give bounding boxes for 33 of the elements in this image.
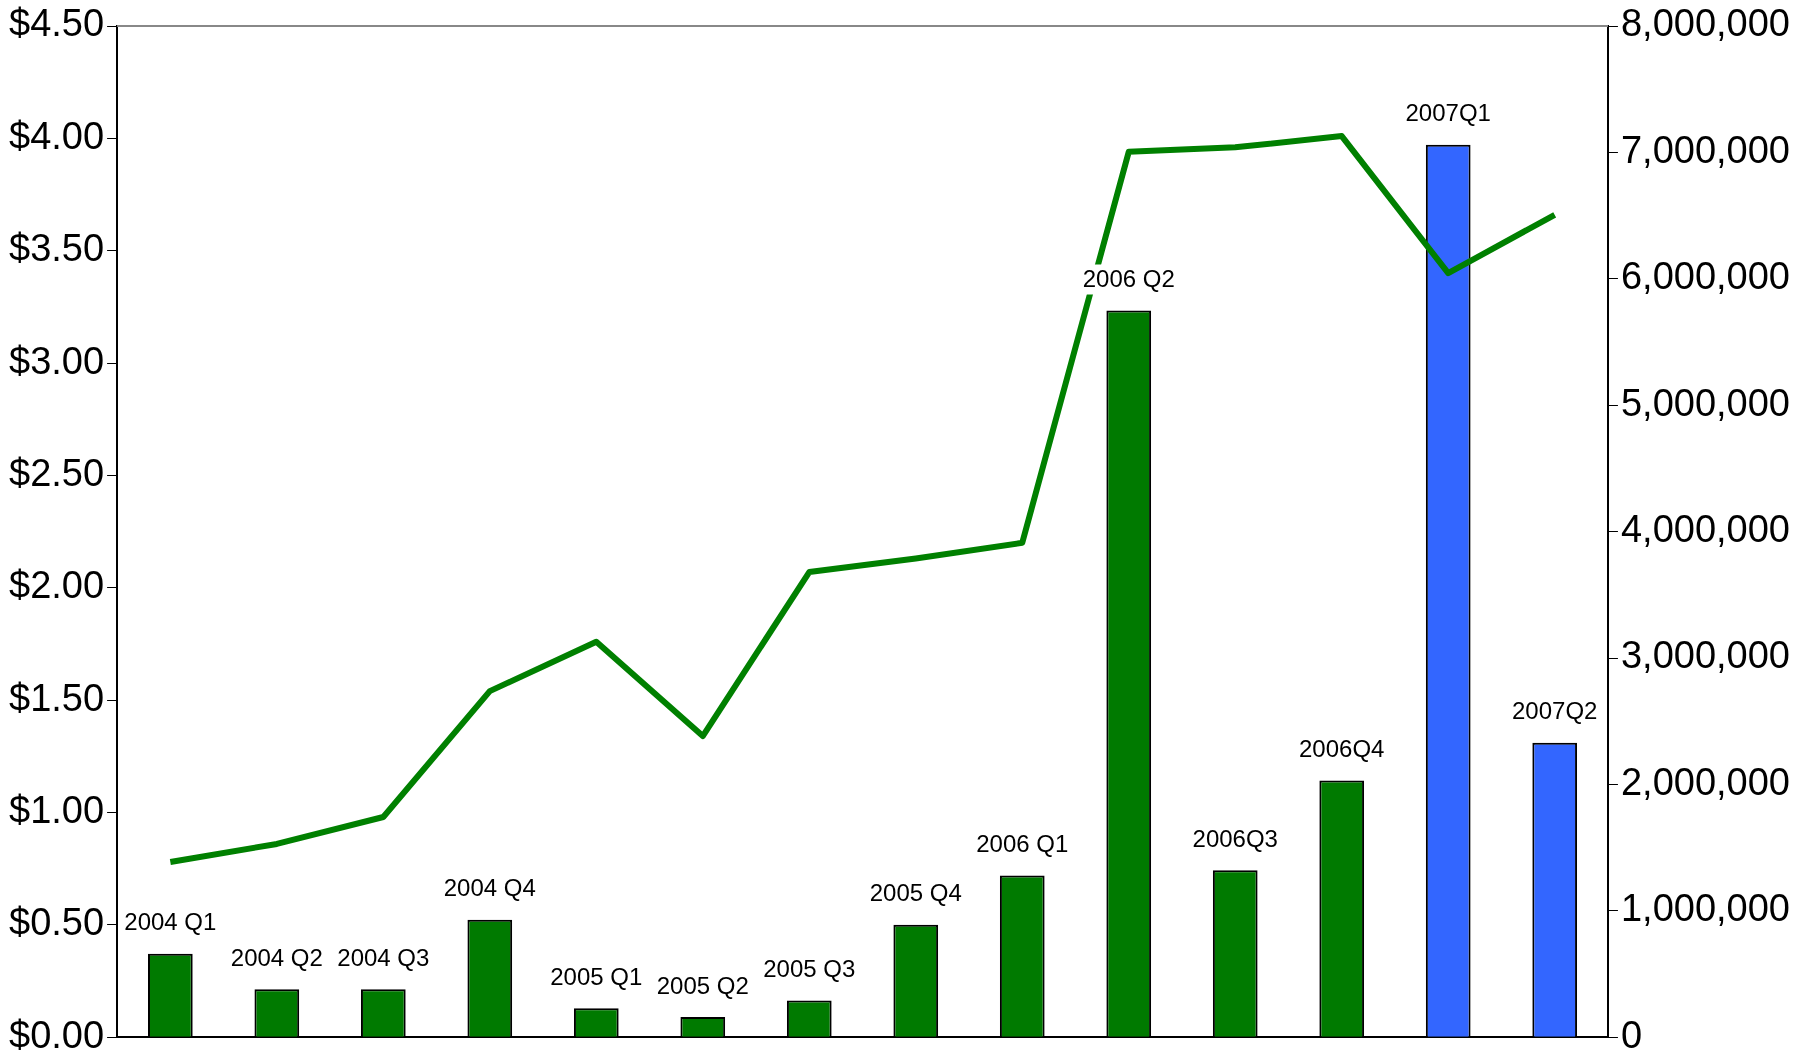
y2-tick-label: 6,000,000 <box>1620 255 1791 298</box>
y-tick-label: $1.50 <box>9 676 105 719</box>
y2-tick-label: 8,000,000 <box>1620 2 1791 45</box>
x-tick-label: 2007Q1 <box>1405 99 1491 127</box>
x-tick-label: 2004 Q2 <box>230 943 323 971</box>
y2-tick-label: 1,000,000 <box>1620 887 1791 930</box>
x-tick-label: 2006Q3 <box>1192 824 1278 852</box>
y-tick-label: $4.00 <box>9 114 105 157</box>
y-tick-label: $2.50 <box>9 451 105 494</box>
y-tick-label: $2.00 <box>9 564 105 607</box>
y2-tick-label: 4,000,000 <box>1620 508 1791 551</box>
y-tick-label: $3.00 <box>9 339 105 382</box>
y-tick-label: $4.50 <box>9 2 105 45</box>
x-tick-label: 2005 Q2 <box>656 971 749 999</box>
y2-tick-label: 7,000,000 <box>1620 128 1791 171</box>
y2-tick-label: 2,000,000 <box>1620 760 1791 803</box>
x-tick-label: 2004 Q1 <box>124 908 217 936</box>
x-tick-label: 2005 Q4 <box>869 879 962 907</box>
x-tick-label: 2006 Q2 <box>1082 265 1175 293</box>
y-tick-label: $1.00 <box>9 788 105 831</box>
y-tick-label: $0.50 <box>9 901 105 944</box>
x-tick-label: 2004 Q4 <box>443 874 536 902</box>
x-tick-label: 2004 Q3 <box>337 943 430 971</box>
y2-tick-label: 0 <box>1620 1013 1643 1056</box>
x-tick-label: 2005 Q3 <box>763 955 856 983</box>
x-tick-label: 2006Q4 <box>1299 735 1385 763</box>
x-tick-label: 2005 Q1 <box>550 962 643 990</box>
x-tick-label: 2007Q2 <box>1512 697 1598 725</box>
y-tick-label: $0.00 <box>9 1013 105 1056</box>
y2-tick-label: 3,000,000 <box>1620 634 1791 677</box>
y-tick-label: $3.50 <box>9 227 105 270</box>
y2-tick-label: 5,000,000 <box>1620 381 1791 424</box>
x-tick-label: 2006 Q1 <box>976 830 1069 858</box>
